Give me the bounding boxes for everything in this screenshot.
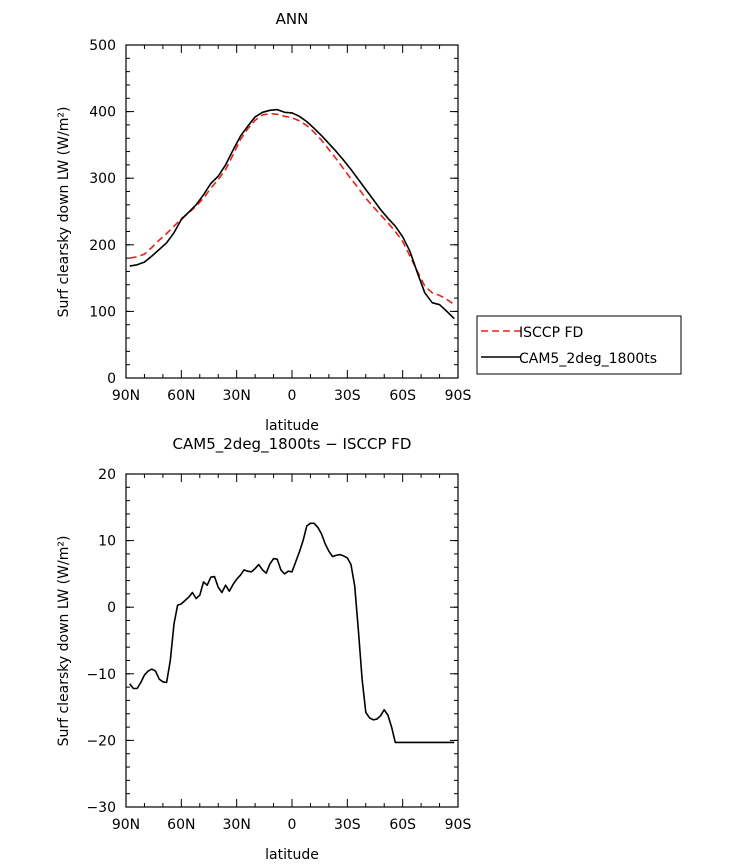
- y-tick-label: 0: [107, 600, 116, 616]
- bottom-title: CAM5_2deg_1800ts − ISCCP FD: [173, 435, 412, 454]
- x-tick-label: 30S: [334, 817, 361, 833]
- x-tick-label: 60N: [167, 388, 195, 404]
- y-tick-label: 100: [89, 304, 116, 320]
- x-tick-label: 0: [288, 388, 297, 404]
- x-tick-label: 0: [288, 817, 297, 833]
- bottom-ylabel: Surf clearsky down LW (W/m²): [56, 536, 72, 747]
- top-series: [129, 108, 455, 320]
- y-tick-label: 20: [98, 467, 116, 483]
- bottom-xlabel: latitude: [265, 847, 319, 863]
- x-tick-label: 60N: [167, 817, 195, 833]
- y-tick-label: 200: [89, 238, 116, 254]
- bottom-series: [129, 522, 455, 744]
- x-tick-label: 90N: [112, 817, 140, 833]
- series-line-cam5-2deg-1800ts: [129, 108, 455, 320]
- x-tick-label: 90S: [445, 388, 472, 404]
- x-tick-label: 30N: [223, 817, 251, 833]
- y-tick-label: 300: [89, 171, 116, 187]
- x-tick-label: 90N: [112, 388, 140, 404]
- x-tick-label: 90S: [445, 817, 472, 833]
- bottom-axes: 90N 60N 30N 0 30S 60S 90S −30 −20 −10 0 10 20: [86, 467, 471, 833]
- top-plot-frame: [125, 44, 459, 379]
- top-xlabel: latitude: [265, 418, 319, 434]
- y-tick-label: −10: [86, 667, 116, 683]
- y-tick-label: 400: [89, 105, 116, 121]
- top-axes: 90N 60N 30N 0 30S 60S 90S 0 100 200 300 400 500: [89, 38, 471, 404]
- legend: ISCCP FD CAM5_2deg_1800ts: [476, 315, 682, 375]
- y-tick-label: 10: [98, 534, 116, 550]
- legend-label-isccp: ISCCP FD: [519, 325, 583, 341]
- y-tick-label: −30: [86, 800, 116, 816]
- bottom-plot-frame: [125, 473, 459, 808]
- top-title: ANN: [276, 10, 309, 28]
- x-tick-label: 60S: [389, 817, 416, 833]
- bottom-panel: CAM5_2deg_1800ts − ISCCP FD Surf clearsk…: [56, 435, 471, 863]
- y-tick-label: −20: [86, 733, 116, 749]
- y-tick-label: 0: [107, 371, 116, 387]
- series-line-isccp-fd: [129, 112, 455, 306]
- top-panel: ANN Surf clearsky down LW (W/m²) latitud…: [56, 10, 471, 434]
- y-tick-label: 500: [89, 38, 116, 54]
- x-tick-label: 60S: [389, 388, 416, 404]
- x-tick-label: 30S: [334, 388, 361, 404]
- legend-label-cam5: CAM5_2deg_1800ts: [519, 351, 657, 367]
- series-line-difference: [129, 522, 455, 744]
- x-tick-label: 30N: [223, 388, 251, 404]
- top-ylabel: Surf clearsky down LW (W/m²): [56, 107, 72, 318]
- legend-box: [476, 315, 682, 375]
